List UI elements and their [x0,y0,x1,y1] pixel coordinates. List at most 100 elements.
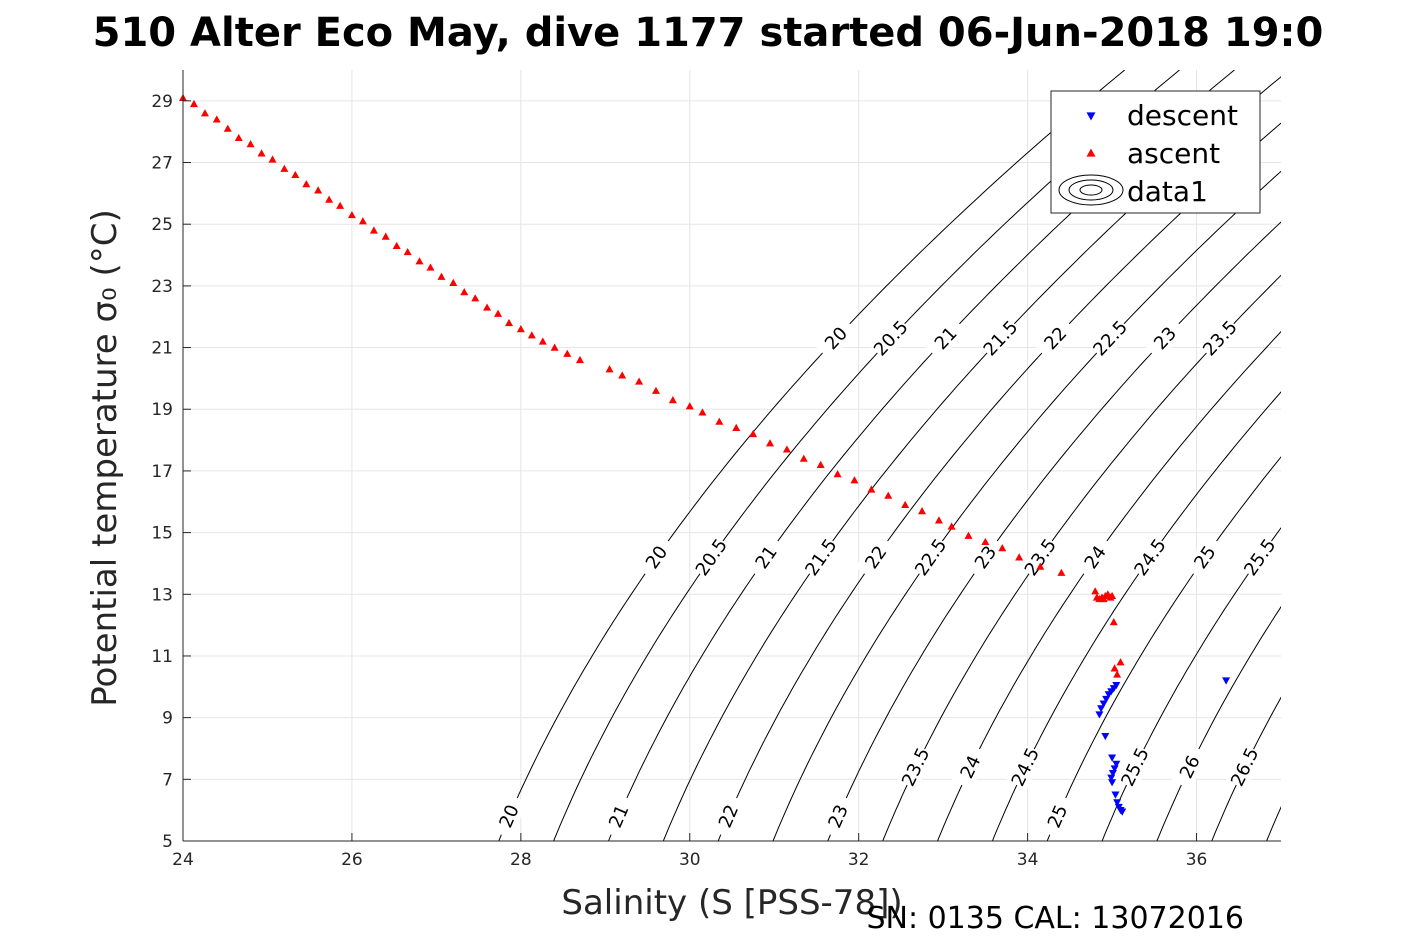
contour-label-knockout [1039,793,1076,840]
descent-point [1095,711,1104,719]
descent-point [1102,695,1111,704]
ascent-point [415,257,424,265]
chart-title: 510 Alter Eco May, dive 1177 started 06-… [93,10,1324,56]
ascent-point [1113,670,1122,678]
descent-point [1108,754,1117,762]
y-tick-label: 21 [151,339,173,359]
y-tick-label: 17 [151,462,173,482]
ascent-point [527,331,536,339]
contour-label-knockout [491,793,528,839]
contour-label-knockout [710,793,747,840]
descent-point [1107,774,1116,782]
descent-point [1104,691,1113,699]
ascent-point [651,386,660,394]
ascent-point [947,522,956,530]
ascent-point [964,531,973,539]
legend-descent-marker-icon [1086,112,1096,121]
y-tick-labels: 5 7 9 11 13 15 17 19 21 23 25 27 29 [151,92,173,852]
ascent-point [223,124,232,132]
legend-descent-label: descent [1127,99,1238,132]
contour-label-knockout [820,793,857,840]
data-markers [179,93,1231,816]
ascent-point [403,247,412,256]
contour-line [553,70,1180,841]
contour-label-knockout [924,316,968,361]
legend-ascent-marker-icon [1086,148,1096,157]
contour-label-knockout [690,534,732,580]
x-tick-label: 24 [172,850,194,870]
contour-line [1211,696,1281,841]
ascent-point [336,201,345,209]
contour-label-knockout [800,534,842,580]
contour-label-knockout [978,316,1023,361]
contour-line [882,274,1281,841]
contour-line [498,70,1126,841]
ascent-point [563,349,572,357]
descent-point [1110,765,1119,773]
ascent-point [1108,591,1117,600]
ascent-point [635,377,644,385]
ascent-point [1091,587,1100,595]
ascent-point [268,155,277,163]
x-tick-label: 36 [1186,850,1208,870]
ascent-point [325,195,334,203]
contour-label-knockout [897,744,935,790]
legend: descent ascent data1 [1050,90,1261,214]
ascent-point [1015,553,1024,561]
y-tick-label: 11 [151,647,173,667]
contour-label-knockout [1116,744,1154,790]
contour-label-knockout [1239,534,1281,581]
ascent-point [934,516,943,524]
descent-point [1113,799,1122,807]
x-tick-label: 30 [679,850,701,870]
descent-point [1101,732,1110,741]
ascent-point [347,210,356,219]
ascent-point [1116,658,1125,666]
y-tick-label: 13 [151,585,173,605]
x-tick-label: 26 [341,850,363,870]
y-tick-label: 23 [151,277,173,297]
contour-label-knockout [1033,316,1078,361]
ascent-point [901,500,910,509]
ascent-point [392,241,401,249]
y-tick-label: 19 [151,400,173,420]
y-tick-label: 7 [162,770,173,790]
contour-label-knockout [600,793,637,840]
legend-ascent-label: ascent [1127,137,1220,170]
ascent-point [314,186,323,194]
contour-label-knockout [1184,534,1226,580]
contour-line [937,330,1281,841]
contour-line [991,391,1281,841]
contour-label-knockout [855,534,897,580]
contour-line [1156,606,1281,841]
ascent-point [816,460,825,468]
ascent-point [200,109,209,117]
ascent-point [1110,664,1119,672]
ascent-point [884,491,893,499]
ascent-point [685,402,694,410]
descent-point [1108,769,1117,778]
contour-label-knockout [1088,316,1133,361]
ascent-point [516,325,525,333]
ascent-point [782,445,791,453]
ascent-point [369,226,378,234]
ascent-point [668,395,677,404]
y-tick-label: 25 [151,215,173,235]
legend-contour-icon [1058,174,1124,206]
ascent-point [505,318,514,327]
contour-label-knockout [869,316,913,361]
contour-label-knockout [636,534,678,580]
ascent-point [449,278,458,286]
descent-point [1111,791,1120,799]
x-tick-label: 32 [848,850,870,870]
contour-label-knockout [910,534,952,580]
serial-calibration-footer: SN: 0135 CAL: 13072016 [866,901,1244,936]
ascent-point [749,429,758,438]
ascent-point [234,133,243,142]
ascent-point [766,439,775,447]
contour-label-knockout [1198,316,1242,361]
ascent-point [1036,562,1045,570]
contour-line [1101,527,1281,841]
contour-label-knockout [951,744,990,790]
